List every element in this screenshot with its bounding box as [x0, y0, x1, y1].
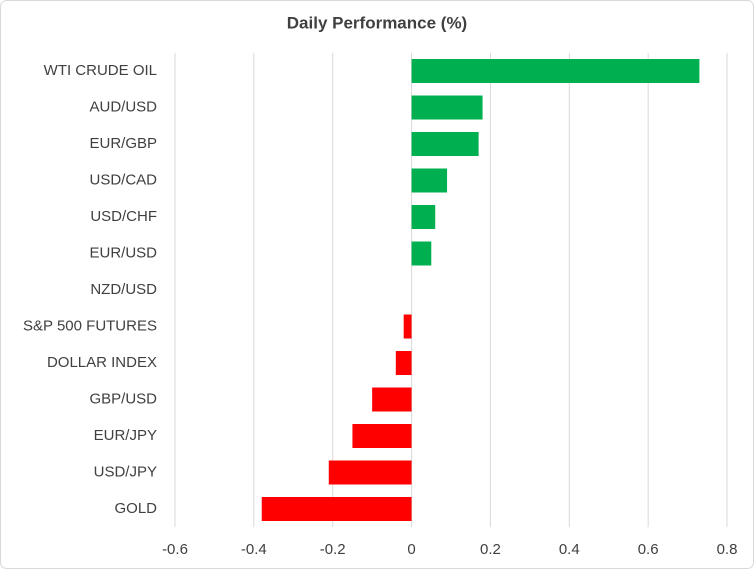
- y-tick-label: EUR/GBP: [89, 135, 157, 152]
- bar: [395, 351, 412, 375]
- bar: [328, 460, 412, 485]
- bar: [403, 314, 412, 339]
- y-tick-label: WTI CRUDE OIL: [44, 62, 157, 79]
- x-tick-label: 0: [407, 541, 415, 558]
- x-tick-label: 0.2: [480, 541, 501, 558]
- x-tick-label: 0.6: [638, 541, 659, 558]
- y-tick-label: AUD/USD: [89, 98, 157, 115]
- y-tick-label: GBP/USD: [89, 390, 157, 407]
- chart-title: Daily Performance (%): [287, 13, 467, 32]
- bar: [411, 205, 436, 229]
- y-tick-label: S&P 500 FUTURES: [23, 317, 157, 334]
- y-tick-label: NZD/USD: [90, 281, 157, 298]
- bar: [372, 387, 412, 412]
- x-tick-label: 0.8: [717, 541, 738, 558]
- y-tick-label: GOLD: [114, 500, 157, 517]
- y-tick-label: EUR/JPY: [94, 427, 157, 444]
- y-tick-label: DOLLAR INDEX: [47, 354, 157, 371]
- bar: [261, 497, 412, 521]
- bar: [411, 241, 432, 266]
- x-tick-label: -0.4: [241, 541, 267, 558]
- x-tick-label: 0.4: [559, 541, 580, 558]
- y-tick-label: USD/JPY: [94, 463, 157, 480]
- bar: [411, 95, 483, 120]
- x-tick-label: -0.2: [320, 541, 346, 558]
- bar: [411, 168, 448, 193]
- bar: [411, 59, 700, 83]
- y-tick-label: USD/CHF: [90, 208, 157, 225]
- bar: [411, 132, 479, 156]
- bar: [352, 424, 412, 448]
- y-tick-label: USD/CAD: [89, 171, 157, 188]
- x-tick-label: -0.6: [162, 541, 188, 558]
- y-tick-label: EUR/USD: [89, 244, 157, 261]
